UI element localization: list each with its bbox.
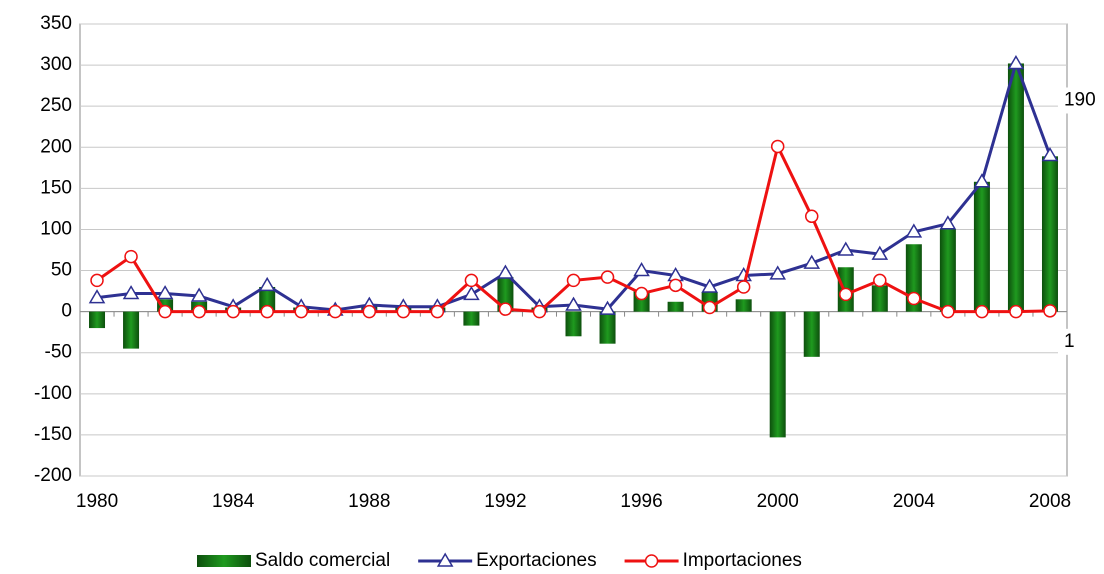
- bar: [463, 311, 480, 326]
- marker: [803, 254, 821, 269]
- marker: [362, 304, 377, 319]
- x-tick-label: 1980: [76, 491, 118, 512]
- bar: [599, 311, 616, 344]
- y-tick-label: -100: [34, 383, 72, 404]
- data-label-bg: [1057, 328, 1094, 355]
- marker: [566, 273, 581, 288]
- y-tick-label: 50: [51, 260, 72, 281]
- y-tick-label: 300: [40, 54, 72, 75]
- marker: [90, 273, 104, 288]
- x-tick-label: 1996: [620, 491, 662, 512]
- legend-marker: [644, 554, 659, 568]
- marker: [498, 302, 513, 316]
- marker: [973, 173, 991, 188]
- marker: [701, 278, 718, 293]
- bar: [735, 299, 752, 312]
- marker: [1041, 147, 1059, 162]
- y-tick-label: 350: [40, 13, 72, 34]
- bar: [1041, 156, 1058, 312]
- marker: [190, 287, 208, 302]
- x-tick-label: 2000: [757, 491, 799, 512]
- x-tick-label: 2008: [1029, 491, 1071, 512]
- marker: [260, 304, 274, 319]
- marker: [769, 265, 787, 280]
- marker: [88, 289, 106, 304]
- marker: [294, 304, 308, 319]
- bar: [769, 311, 786, 438]
- marker: [939, 215, 957, 230]
- bar: [123, 311, 140, 349]
- marker: [565, 296, 582, 311]
- marker: [1043, 304, 1057, 318]
- marker: [837, 241, 855, 256]
- x-tick-label: 1992: [484, 491, 526, 512]
- legend-label: Importaciones: [683, 550, 802, 571]
- marker: [905, 223, 923, 238]
- marker: [396, 304, 411, 319]
- y-tick-label: -50: [45, 342, 72, 363]
- marker: [1007, 54, 1025, 70]
- marker: [497, 264, 514, 279]
- bar: [667, 301, 684, 312]
- y-tick-label: -150: [34, 424, 72, 445]
- y-tick-label: 200: [40, 136, 72, 157]
- bar: [973, 181, 990, 312]
- x-tick-label: 2004: [893, 491, 936, 512]
- marker: [736, 280, 751, 294]
- marker: [871, 245, 889, 260]
- marker: [634, 286, 649, 301]
- marker: [873, 273, 887, 288]
- bar: [803, 311, 820, 357]
- y-tick-label: 150: [40, 177, 72, 198]
- marker: [941, 304, 955, 319]
- marker: [122, 285, 140, 300]
- bar: [565, 311, 582, 337]
- marker: [839, 287, 853, 302]
- bar: [871, 285, 888, 312]
- marker: [532, 304, 547, 319]
- marker: [702, 300, 717, 315]
- y-tick-label: 0: [61, 301, 72, 322]
- marker: [430, 304, 445, 319]
- marker: [328, 304, 343, 319]
- y-tick-label: 250: [40, 95, 72, 116]
- x-tick-label: 1984: [212, 491, 255, 512]
- marker: [599, 300, 616, 315]
- bar: [1007, 63, 1024, 312]
- x-tick-label: 1988: [348, 491, 390, 512]
- bar: [89, 311, 106, 329]
- marker: [124, 249, 138, 264]
- marker: [158, 304, 172, 319]
- bar: [497, 277, 514, 312]
- marker: [804, 209, 819, 224]
- marker: [464, 273, 479, 288]
- legend-marker: [436, 552, 454, 567]
- legend-label: Exportaciones: [476, 550, 596, 571]
- legend-label: Saldo comercial: [255, 550, 390, 571]
- marker: [226, 304, 240, 319]
- y-tick-label: -200: [34, 465, 72, 486]
- marker: [1009, 304, 1023, 319]
- marker: [770, 139, 785, 154]
- marker: [907, 291, 921, 306]
- data-label: 1: [1064, 331, 1075, 352]
- bar: [939, 229, 956, 312]
- marker: [668, 278, 683, 293]
- y-tick-label: 100: [40, 218, 72, 239]
- marker: [463, 285, 480, 301]
- data-label: 190: [1064, 90, 1096, 111]
- marker: [156, 285, 174, 300]
- marker: [600, 270, 615, 284]
- legend-swatch: [197, 555, 251, 567]
- bar: [259, 286, 276, 312]
- marker: [633, 262, 650, 277]
- marker: [258, 276, 276, 292]
- marker: [975, 304, 989, 319]
- marker: [192, 304, 206, 319]
- data-label-bg: [1057, 87, 1094, 114]
